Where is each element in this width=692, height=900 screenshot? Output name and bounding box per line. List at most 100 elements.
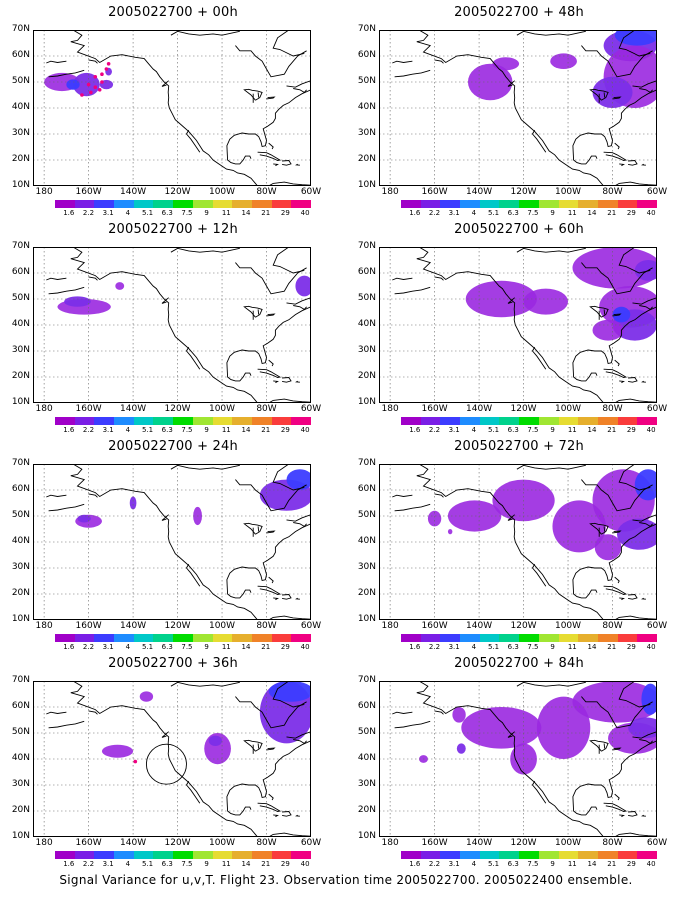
colorbar-segment	[420, 851, 441, 859]
coastline	[394, 69, 431, 78]
coastline	[266, 747, 276, 751]
colorbar-label: 3.1	[102, 860, 114, 868]
lon-tick-label: 100W	[208, 838, 236, 848]
coastline	[641, 380, 646, 383]
observation-point	[100, 72, 104, 76]
variance-region	[452, 707, 466, 723]
coastline	[286, 514, 311, 522]
lon-tick-label: 60W	[300, 621, 322, 631]
colorbar-label: 5.1	[141, 209, 154, 217]
map-plot	[379, 681, 657, 837]
colorbar-label: 21	[261, 860, 271, 868]
colorbar-segment	[173, 417, 194, 425]
coastline	[603, 151, 628, 161]
colorbar-segment	[271, 417, 292, 425]
variance-region	[129, 496, 137, 510]
colorbar-segment	[617, 200, 638, 208]
colorbar-segment	[173, 634, 194, 642]
coastline	[603, 181, 657, 186]
lon-tick-label: 160W	[421, 404, 448, 414]
panel-title: 2005022700 + 12h	[108, 222, 238, 237]
coastline	[531, 129, 547, 153]
colorbar	[55, 417, 312, 425]
coastline	[286, 297, 311, 305]
lon-tick-label: 160W	[421, 621, 448, 631]
lat-tick-label: 40N	[11, 102, 30, 112]
colorbar-label: 14	[241, 426, 251, 434]
colorbar-segment	[55, 417, 76, 425]
coastline	[641, 814, 646, 817]
coastline	[70, 681, 258, 837]
lon-tick-label: 140W	[120, 187, 147, 197]
variance-region	[536, 696, 591, 759]
coastline	[272, 30, 305, 57]
colorbar-label: 14	[241, 643, 251, 651]
colorbar-segment	[519, 200, 540, 208]
coastline	[70, 464, 258, 620]
colorbar-label: 4	[125, 643, 131, 651]
lon-tick-label: 120W	[164, 838, 191, 848]
colorbar-label: 14	[587, 426, 597, 434]
colorbar-label: 2.2	[428, 209, 441, 217]
colorbar-label: 9	[550, 209, 555, 217]
map-plot	[379, 30, 657, 186]
lon-tick-label: 60W	[646, 621, 668, 631]
colorbar-label: 5.1	[141, 426, 154, 434]
colorbar-segment	[212, 634, 233, 642]
variance-region	[447, 529, 453, 535]
variance-region	[286, 469, 311, 490]
coastline	[243, 522, 263, 535]
coastline	[161, 731, 169, 738]
coastline	[639, 739, 653, 744]
coastline	[639, 522, 653, 527]
colorbar-label: 40	[300, 860, 310, 868]
colorbar-segment	[114, 417, 135, 425]
coastline	[507, 731, 515, 738]
lon-tick-label: 100W	[554, 404, 582, 414]
lat-tick-label: 40N	[11, 319, 30, 329]
lon-tick-label: 160W	[75, 838, 102, 848]
coastline	[581, 696, 653, 729]
colorbar-segment	[578, 634, 599, 642]
variance-region	[614, 30, 657, 46]
coastline	[572, 523, 657, 599]
colorbar-segment	[192, 417, 214, 425]
coastline	[516, 464, 586, 470]
variance-region	[456, 743, 466, 754]
coastline	[257, 368, 282, 378]
colorbar-segment	[133, 634, 154, 642]
colorbar-label: 21	[607, 426, 617, 434]
coastline	[293, 522, 307, 527]
coastline	[46, 711, 67, 715]
coastline	[243, 305, 263, 318]
panel-title: 2005022700 + 72h	[454, 439, 584, 454]
coastline	[516, 30, 586, 36]
colorbar-label: 3.1	[102, 426, 114, 434]
colorbar-label: 21	[261, 643, 271, 651]
coastline	[272, 681, 305, 708]
variance-region	[592, 319, 624, 341]
coastline	[295, 380, 300, 383]
colorbar-label: 40	[300, 426, 310, 434]
coastline	[531, 563, 547, 587]
lat-tick-label: 20N	[11, 371, 30, 381]
coastline	[619, 814, 625, 818]
lon-tick-label: 140W	[466, 404, 493, 414]
coastline	[170, 681, 240, 687]
colorbar-segment	[401, 634, 422, 642]
lon-tick-label: 80W	[256, 187, 277, 197]
lat-tick-label: 20N	[357, 154, 376, 164]
coastline	[273, 163, 279, 167]
colorbar-segment	[440, 417, 461, 425]
colorbar-label: 4	[125, 426, 131, 434]
forecast-panel: 2005022700 + 24h 70N 60N 50N 40N 30N 20N 10N 180…	[0, 434, 346, 651]
map-plot	[33, 30, 311, 186]
coastline	[581, 262, 653, 295]
colorbar-label: 3.1	[102, 643, 114, 651]
colorbar-segment	[192, 851, 214, 859]
coastline	[226, 740, 311, 816]
lat-tick-label: 10N	[11, 831, 30, 841]
coastline	[603, 309, 606, 315]
observation-point	[80, 93, 84, 97]
variance-region	[77, 514, 91, 523]
